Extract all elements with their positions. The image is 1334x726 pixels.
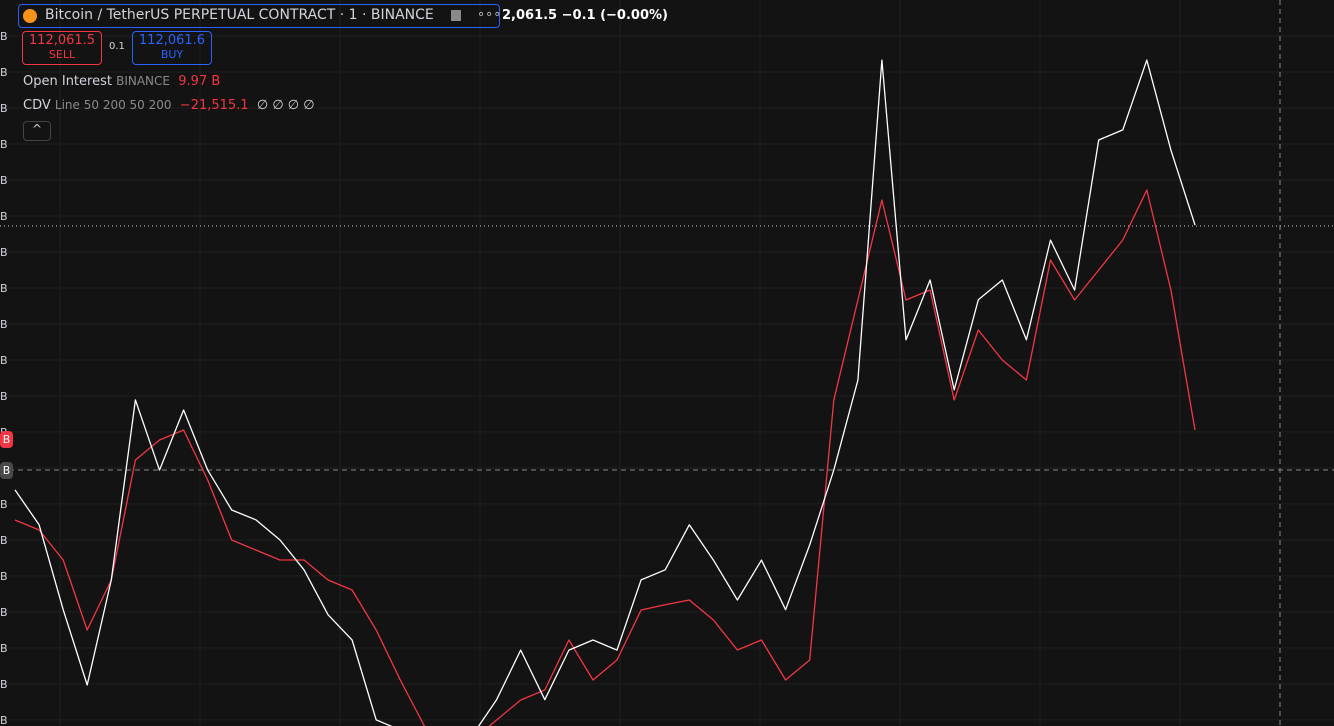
y-tick-label: B — [0, 714, 8, 726]
oi-value: 9.97 B — [178, 74, 221, 89]
cdv-legend[interactable]: CDV Line 50 200 50 200 −21,515.1 ∅ ∅ ∅ ∅ — [23, 98, 315, 113]
oi-name: Open Interest — [23, 74, 112, 89]
sell-label: SELL — [48, 48, 76, 61]
y-tick-label: B — [0, 318, 8, 331]
sell-price: 112,061.5 — [28, 33, 96, 48]
series-line — [14, 59, 1196, 726]
btc-icon — [23, 9, 37, 23]
y-tick-label: B — [0, 174, 8, 187]
cdv-params: Line 50 200 50 200 — [54, 98, 172, 112]
oi-source: BINANCE — [116, 74, 170, 88]
buy-label: BUY — [160, 48, 184, 61]
cdv-extra: ∅ ∅ ∅ ∅ — [256, 98, 315, 113]
price-tag: B — [0, 431, 13, 448]
buy-price: 112,061.6 — [138, 33, 206, 48]
cdv-name: CDV — [23, 98, 51, 113]
y-tick-label: B — [0, 102, 8, 115]
collapse-button[interactable]: ^ — [23, 121, 51, 141]
spread: 0.1 — [109, 41, 125, 52]
cdv-value: −21,515.1 — [179, 98, 249, 113]
change-pct: (−0.00%) — [600, 8, 668, 23]
more-icon[interactable]: ∘∘∘ — [477, 7, 502, 22]
oi-legend[interactable]: Open Interest BINANCE 9.97 B — [23, 74, 220, 89]
y-tick-label: B — [0, 390, 8, 403]
y-tick-label: B — [0, 570, 8, 583]
y-tick-label: B — [0, 282, 8, 295]
y-tick-label: B — [0, 642, 8, 655]
y-tick-label: B — [0, 606, 8, 619]
y-tick-label: B — [0, 354, 8, 367]
y-tick-label: B — [0, 498, 8, 511]
y-tick-label: B — [0, 66, 8, 79]
change: −0.1 — [561, 8, 596, 23]
symbol: Bitcoin / TetherUS PERPETUAL CONTRACT · … — [45, 7, 434, 23]
y-tick-label: B — [0, 678, 8, 691]
y-tick-label: B — [0, 30, 8, 43]
crosshair-tag: B — [0, 462, 13, 479]
sell-button[interactable]: 112,061.5 SELL — [22, 31, 102, 65]
y-tick-label: B — [0, 534, 8, 547]
series-line — [14, 189, 1196, 726]
y-tick-label: B — [0, 246, 8, 259]
symbol-box[interactable]: Bitcoin / TetherUS PERPETUAL CONTRACT · … — [18, 4, 502, 28]
flag-icon[interactable] — [451, 10, 461, 21]
last-price: 2,061.5 — [502, 8, 558, 23]
y-tick-label: B — [0, 210, 8, 223]
ohlc: 2,061.5 −0.1 (−0.00%) — [502, 8, 668, 23]
buy-button[interactable]: 112,061.6 BUY — [132, 31, 212, 65]
y-tick-label: B — [0, 138, 8, 151]
